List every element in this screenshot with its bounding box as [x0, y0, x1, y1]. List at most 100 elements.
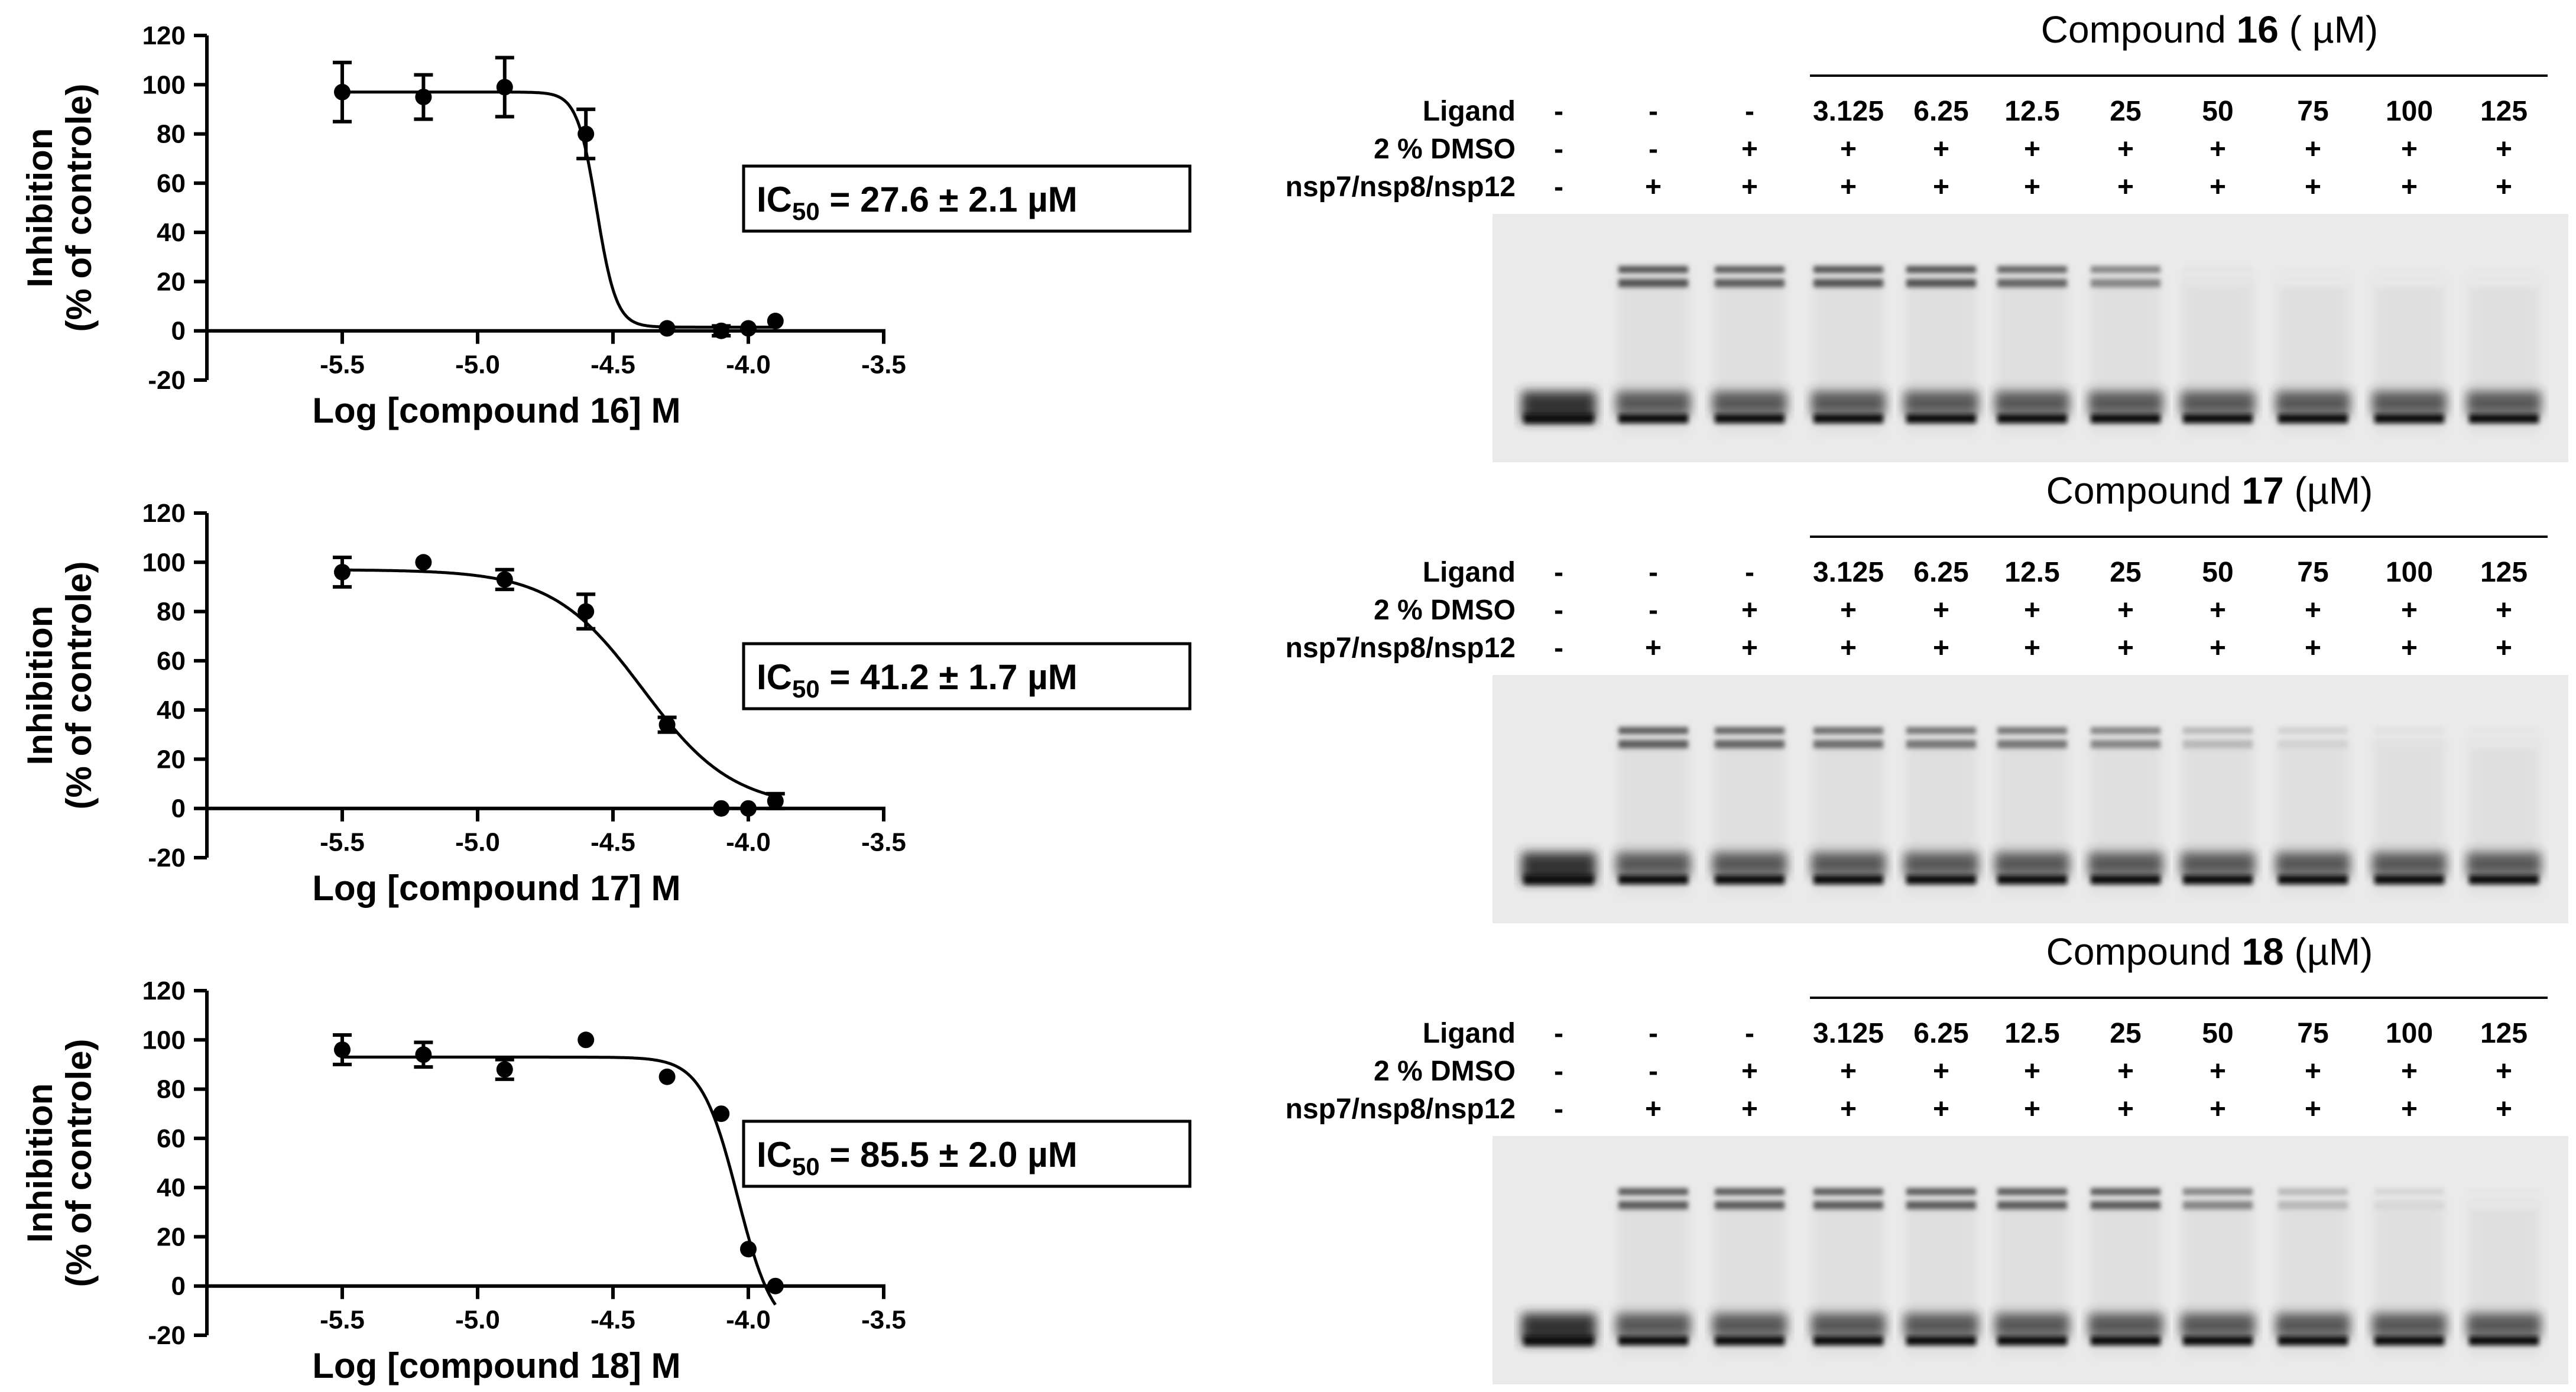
substrate-band-glow [2372, 1313, 2447, 1337]
data-point [334, 563, 351, 580]
product-band-lower [1813, 1201, 1883, 1209]
y-axis-title-line2: (% of controle) [59, 562, 99, 810]
product-band-upper [2091, 1188, 2160, 1195]
substrate-band [2469, 875, 2539, 884]
ic50-value: = 85.5 ± 2.0 µM [820, 1135, 1078, 1174]
ic50-label: IC50 = 27.6 ± 2.1 µM [757, 180, 1078, 225]
product-band-lower [2278, 279, 2348, 287]
row-label-dmso: 2 % DMSO [1374, 1056, 1516, 1087]
lane-ligand-value: 100 [2386, 96, 2433, 127]
lane-dmso-value: + [2024, 134, 2040, 165]
data-point [713, 322, 730, 339]
y-tick-label: 0 [171, 1272, 186, 1301]
y-tick-label: 100 [142, 548, 186, 577]
substrate-band-glow [1616, 391, 1691, 415]
gel-panels: Compound 16 ( µM) Ligand - - - 3.125 6.25 12.5 2… [1286, 8, 2568, 1384]
gel-title-suffix: (µM) [2284, 930, 2373, 973]
y-tick-label: -20 [148, 366, 186, 395]
substrate-band [2183, 875, 2253, 884]
chart-panel-17: -20 0 20 40 60 80 100 120 -5.5 -5.0 -4.5 -4.0 -3.5 In… [20, 499, 1192, 908]
product-band-lower [1618, 279, 1688, 287]
lane-enzyme-value: + [2496, 632, 2512, 664]
product-band-lower [1715, 1201, 1785, 1209]
x-tick-label: -5.5 [320, 1306, 365, 1335]
lane-enzyme-value: + [1645, 632, 1662, 664]
substrate-band-glow [2372, 391, 2447, 415]
gel-lane [2467, 266, 2541, 433]
y-axis-title: Inhibition(% of controle) [20, 1039, 99, 1287]
lane-dmso-value: + [2117, 595, 2134, 626]
substrate-band-glow [1712, 391, 1787, 415]
row-label-dmso: 2 % DMSO [1374, 134, 1516, 165]
gel-lane [2181, 1188, 2255, 1355]
product-band-upper [2374, 1188, 2444, 1195]
product-band-lower [1715, 740, 1785, 748]
substrate-band-glow [1995, 1313, 2069, 1337]
gel-lane [2372, 266, 2447, 433]
ic50-prefix: IC [757, 180, 792, 219]
lane-ligand-value: - [1745, 1018, 1754, 1049]
lane-enzyme-value: + [1840, 1094, 1857, 1125]
substrate-band-glow [2088, 391, 2163, 415]
substrate-band-glow [2088, 1313, 2163, 1337]
data-point [740, 1241, 757, 1258]
product-band-lower [1618, 1201, 1688, 1209]
gel-title: Compound 16 ( µM) [2041, 8, 2378, 51]
product-band-upper [1906, 266, 1976, 273]
row-label-enzyme: nsp7/nsp8/nsp12 [1286, 632, 1516, 664]
gel-lane [1995, 266, 2069, 433]
substrate-band-glow [2088, 852, 2163, 876]
data-point [578, 603, 595, 620]
substrate-band [1715, 1336, 1785, 1345]
substrate-band-glow [1811, 391, 1886, 415]
lane-dmso-value: + [2117, 1056, 2134, 1087]
lane-ligand-value: 6.25 [1913, 1018, 1968, 1049]
product-band-lower [1906, 279, 1976, 287]
product-band-lower [2183, 1201, 2253, 1209]
substrate-band-glow [2467, 391, 2541, 415]
lane-ligand-value: 25 [2110, 1018, 2141, 1049]
x-axis-title: Log [compound 18] M [312, 1346, 680, 1385]
x-tick-label: -5.0 [455, 351, 500, 379]
y-axis-title-line1: Inhibition [20, 1083, 60, 1243]
substrate-band-glow [2467, 852, 2541, 876]
x-tick-label: -3.5 [861, 828, 906, 857]
gel-lane [1616, 1188, 1691, 1355]
substrate-band-glow [1616, 1313, 1691, 1337]
substrate-band-glow [1616, 852, 1691, 876]
x-axis-title: Log [compound 16] M [312, 391, 680, 430]
substrate-band-glow [1904, 1313, 1978, 1337]
product-band-lower [2278, 740, 2348, 748]
data-point [578, 1031, 595, 1049]
product-band-upper [1715, 1188, 1785, 1195]
product-band-upper [2374, 266, 2444, 273]
lane-enzyme-value: + [2401, 632, 2418, 664]
gel-lane [1521, 391, 1596, 423]
substrate-band [2183, 1336, 2253, 1345]
lane-dmso-value: + [2496, 1056, 2512, 1087]
dose-response-charts: -20 0 20 40 60 80 100 120 -5.5 -5.0 -4.5 -4.0 -3.5 In… [20, 21, 1192, 1385]
lane-dmso-value: + [2210, 1056, 2226, 1087]
lane-ligand-value: 75 [2297, 1018, 2328, 1049]
product-band-upper [1813, 266, 1883, 273]
gel-lane [1521, 1313, 1596, 1345]
lane-ligand-value: 12.5 [2004, 557, 2059, 588]
ic50-label: IC50 = 41.2 ± 1.7 µM [757, 657, 1078, 703]
ic50-box [742, 164, 1192, 233]
product-band-upper [1618, 727, 1688, 734]
lane-dmso-value: + [1741, 134, 1758, 165]
lane-dmso-value: + [2117, 134, 2134, 165]
lane-enzyme-value: - [1554, 171, 1563, 203]
gel-title-compound: 18 [2242, 930, 2284, 973]
product-band-upper [1715, 266, 1785, 273]
lane-ligand-value: 6.25 [1913, 557, 1968, 588]
substrate-band [1618, 1336, 1688, 1345]
x-tick-label: -3.5 [861, 351, 906, 379]
y-tick-label: 20 [157, 1222, 186, 1251]
lane-enzyme-value: + [2210, 632, 2226, 664]
fit-curve [342, 1055, 777, 1306]
lane-dmso-value: + [1933, 595, 1949, 626]
lane-dmso-value: + [1933, 134, 1949, 165]
substrate-band [1715, 875, 1785, 884]
